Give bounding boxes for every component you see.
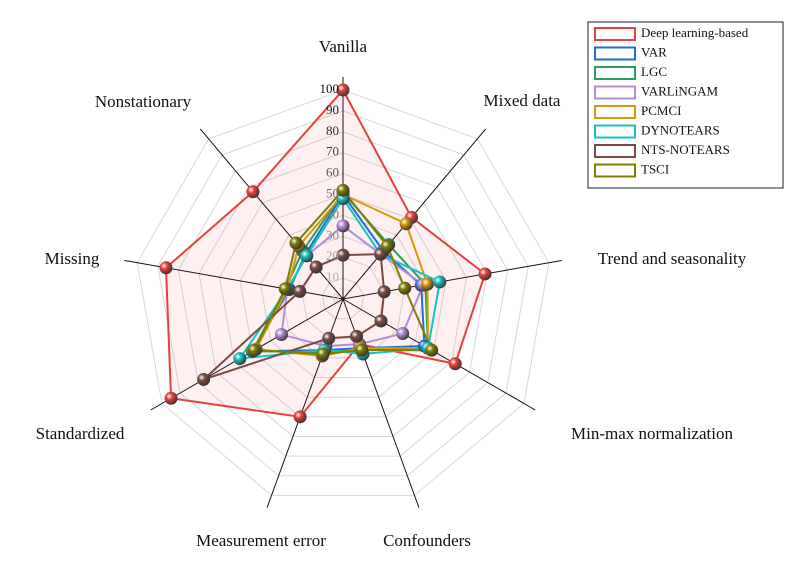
legend-swatch [594, 144, 636, 158]
legend-label: PCMCI [641, 103, 681, 118]
data-point [399, 217, 413, 231]
legend-label: TSCI [641, 161, 669, 176]
data-point [336, 83, 350, 97]
data-point [309, 260, 323, 274]
axis-label: Confounders [383, 531, 471, 550]
r-tick-label: 30 [326, 227, 339, 242]
legend-swatch [594, 163, 636, 178]
axis-label: Mixed data [484, 91, 561, 110]
legend-swatch [594, 27, 636, 41]
data-point [336, 219, 350, 233]
data-point [278, 282, 292, 296]
axis-label: Standardized [36, 424, 125, 443]
legend-swatch [594, 66, 636, 80]
axis-label: Vanilla [319, 37, 368, 56]
axis-line [342, 298, 536, 411]
grid-line [218, 173, 468, 418]
axis-label: Measurement error [196, 531, 326, 550]
legend-label: DYNOTEARS [641, 122, 720, 137]
axis-label: Min-max normalization [571, 424, 733, 443]
legend-swatch [594, 124, 636, 139]
legend-label: Deep learning-based [641, 25, 749, 40]
axis-label: Nonstationary [95, 92, 192, 111]
data-point [398, 281, 412, 295]
data-point [197, 372, 211, 386]
data-point [293, 410, 307, 424]
data-point [377, 285, 391, 299]
r-tick-label: 50 [326, 185, 339, 200]
grid-line [157, 110, 529, 477]
data-point [247, 343, 261, 357]
axis-label: Missing [45, 249, 100, 268]
r-tick-label: 60 [326, 165, 339, 180]
r-tick-label: 40 [326, 206, 339, 221]
data-point [289, 236, 303, 250]
grid-line [260, 214, 426, 379]
series-line [252, 188, 434, 355]
data-point [164, 391, 178, 405]
grid-line [239, 193, 447, 398]
r-tick-label: 90 [326, 102, 339, 117]
legend-label: VARLiNGAM [641, 83, 718, 98]
r-tick-label: 100 [320, 81, 340, 96]
legend-swatch [594, 105, 636, 119]
data-point [355, 343, 369, 357]
data-point [396, 326, 410, 340]
legend-label: NTS-NOTEARS [641, 142, 730, 157]
r-tick-label: 0 [333, 290, 340, 305]
data-point [293, 284, 307, 298]
axis-line [150, 298, 344, 411]
data-point [380, 239, 394, 253]
r-tick-label: 20 [326, 248, 339, 263]
data-point [478, 267, 492, 281]
grid-line [177, 131, 509, 457]
r-tick-label: 70 [326, 144, 339, 159]
data-point [420, 277, 434, 291]
legend-swatch [594, 46, 636, 61]
data-point [336, 248, 350, 262]
data-point [246, 185, 260, 199]
grid-line [321, 277, 365, 320]
data-point [374, 314, 388, 328]
series-line [202, 253, 386, 381]
data-point [448, 357, 462, 371]
data-point [233, 352, 247, 366]
grid-line [198, 152, 488, 437]
data-point [336, 183, 350, 197]
legend-label: LGC [641, 64, 667, 79]
data-point [300, 249, 314, 263]
grid-line [136, 89, 550, 496]
r-tick-label: 10 [326, 269, 339, 284]
data-point [433, 275, 447, 289]
legend-label: VAR [641, 44, 667, 59]
data-point [350, 329, 364, 343]
r-tick-label: 80 [326, 123, 339, 138]
data-point [322, 331, 336, 345]
data-point [274, 328, 288, 342]
data-point [316, 347, 330, 361]
legend-swatch [594, 85, 636, 100]
data-point [425, 343, 439, 357]
axis-label: Trend and seasonality [598, 249, 747, 268]
data-point [159, 261, 173, 275]
